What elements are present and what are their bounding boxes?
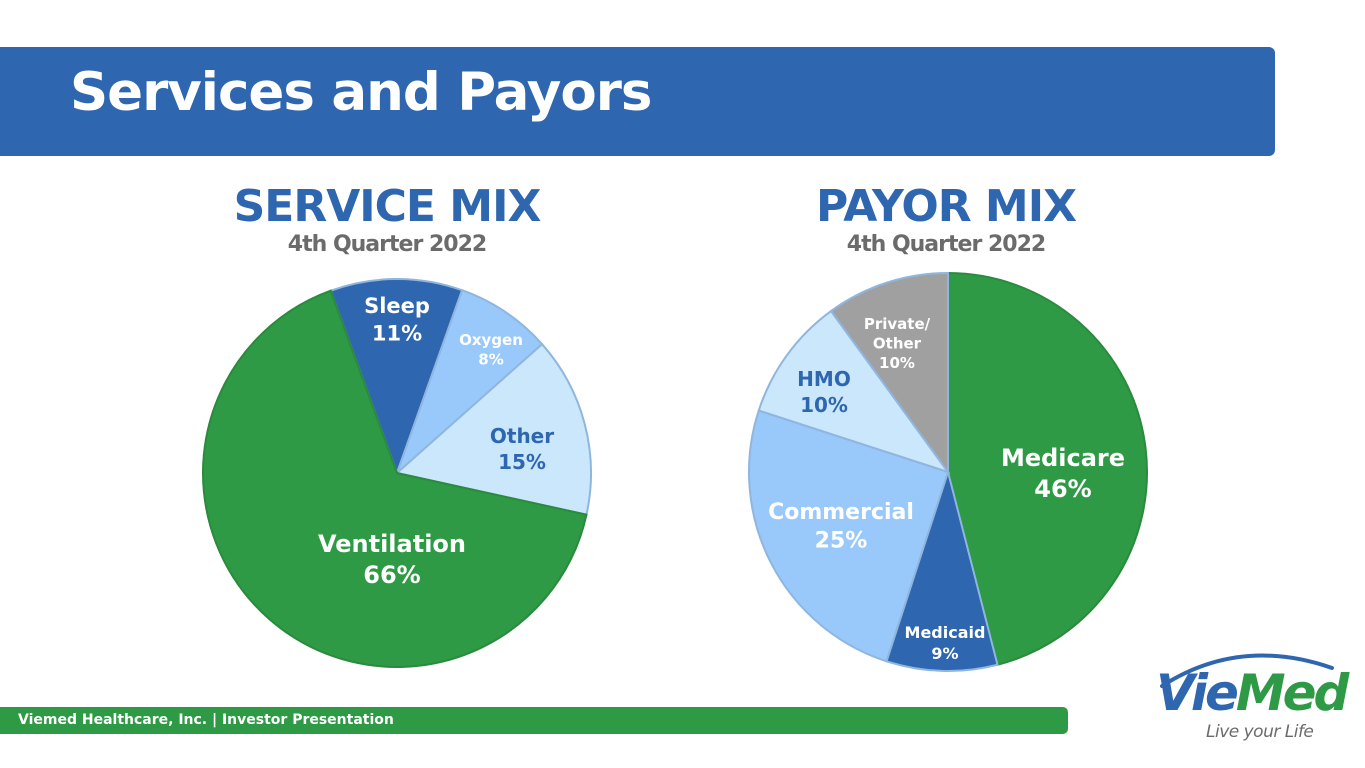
logo-wordmark: VieMed	[1156, 668, 1349, 718]
pie-label-private-other: Private/Other 10%	[864, 315, 931, 372]
logo-swoosh-icon	[1160, 653, 1334, 688]
footer-text: Viemed Healthcare, Inc. | Investor Prese…	[18, 712, 394, 728]
pie-slice-other	[394, 342, 592, 516]
logo-word-med: Med	[1235, 664, 1349, 722]
logo-word-vie: Vie	[1156, 664, 1239, 722]
pie-label-oxygen: Oxygen 8%	[459, 331, 523, 369]
payor-mix-title: PAYOR MIX	[815, 181, 1077, 232]
pie-label-medicare: Medicare 46%	[1001, 444, 1125, 503]
pie-slice-oxygen	[396, 288, 544, 474]
footer-bar: Viemed Healthcare, Inc. | Investor Prese…	[0, 707, 1068, 734]
pie-slice-medicaid	[885, 468, 999, 672]
slide-title: Services and Payors	[70, 62, 652, 123]
pie-slice-medicare	[947, 271, 1148, 666]
pie-label-medicaid: Medicaid 9%	[905, 623, 986, 663]
pie-label-other: Other 15%	[490, 424, 554, 474]
viemed-logo: VieMed Live your Life	[1150, 646, 1349, 746]
pie-slice-hmo	[757, 309, 951, 474]
pie-slice-private-other	[829, 271, 949, 476]
service-mix-subtitle: 4th Quarter 2022	[287, 232, 487, 257]
pie-slice-commercial	[748, 409, 950, 663]
pie-label-sleep: Sleep 11%	[364, 294, 430, 345]
title-bar	[0, 47, 1275, 156]
payor-mix-subtitle: 4th Quarter 2022	[846, 232, 1046, 257]
logo-tagline: Live your Life	[1206, 722, 1314, 742]
pie-label-hmo: HMO 10%	[797, 367, 851, 417]
pie-slice-sleep	[329, 278, 464, 476]
pie-label-ventilation: Ventilation 66%	[318, 530, 466, 589]
pie-label-commercial: Commercial 25%	[768, 500, 914, 554]
service-mix-title: SERVICE MIX	[233, 181, 542, 232]
pie-slice-ventilation	[202, 289, 588, 668]
